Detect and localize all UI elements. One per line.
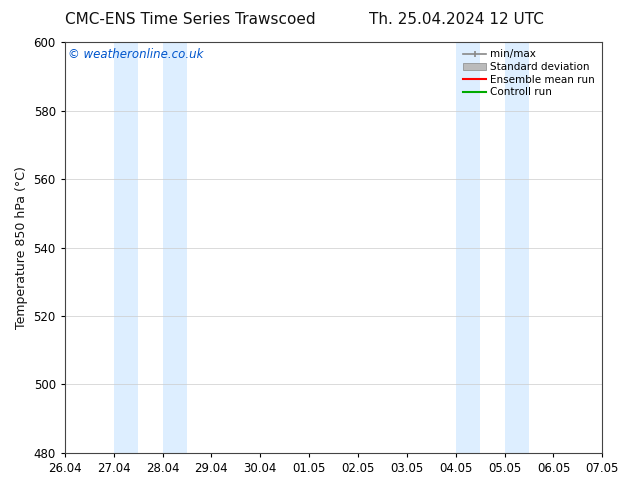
Bar [505, 42, 529, 453]
Text: Th. 25.04.2024 12 UTC: Th. 25.04.2024 12 UTC [369, 12, 544, 27]
Bar [627, 42, 634, 453]
Text: CMC-ENS Time Series Trawscoed: CMC-ENS Time Series Trawscoed [65, 12, 316, 27]
Bar [162, 42, 187, 453]
Text: © weatheronline.co.uk: © weatheronline.co.uk [67, 48, 203, 61]
Legend: min/max, Standard deviation, Ensemble mean run, Controll run: min/max, Standard deviation, Ensemble me… [461, 47, 597, 99]
Bar [113, 42, 138, 453]
Y-axis label: Temperature 850 hPa (°C): Temperature 850 hPa (°C) [15, 166, 28, 329]
Bar [456, 42, 480, 453]
